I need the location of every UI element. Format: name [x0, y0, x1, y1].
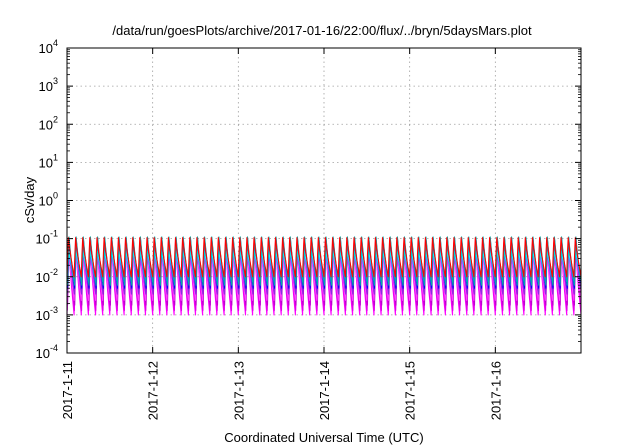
- y-tick-exponent: 1: [53, 152, 58, 162]
- y-tick-exponent: 4: [53, 38, 58, 48]
- y-tick-exponent: 2: [53, 114, 58, 124]
- series-line: [66, 246, 582, 301]
- y-tick-base: 10: [39, 117, 53, 132]
- y-tick-label: 100: [39, 191, 58, 209]
- x-tick-label: 2017-1-16: [488, 361, 503, 420]
- x-tick-label: 2017-1-12: [146, 361, 161, 420]
- y-tick-base: 10: [39, 79, 53, 94]
- y-tick-base: 10: [39, 194, 53, 209]
- series-line: [66, 243, 582, 312]
- series-line: [67, 236, 582, 286]
- y-tick-exponent: 0: [53, 191, 58, 201]
- series-line: [66, 239, 582, 295]
- series-layer: [66, 236, 582, 316]
- y-tick-base: 10: [36, 308, 50, 323]
- y-tick-exponent: -3: [50, 305, 58, 315]
- x-tick-label: 2017-1-14: [317, 361, 332, 420]
- y-tick-label: 10-4: [36, 343, 58, 361]
- y-tick-base: 10: [36, 270, 50, 285]
- y-tick-label: 104: [39, 38, 58, 56]
- y-tick-exponent: -1: [50, 229, 58, 239]
- y-tick-label: 103: [39, 76, 58, 94]
- y-tick-exponent: -4: [50, 343, 58, 353]
- y-tick-label: 10-3: [36, 305, 58, 323]
- y-tick-base: 10: [36, 232, 50, 247]
- y-tick-exponent: -2: [50, 267, 58, 277]
- x-axis-label: Coordinated Universal Time (UTC): [224, 430, 423, 445]
- x-tick-label: 2017-1-13: [231, 361, 246, 420]
- y-tick-label: 102: [39, 114, 58, 132]
- x-tick-label: 2017-1-15: [403, 361, 418, 420]
- axes: 10-410-310-210-11001011021031042017-1-11…: [36, 38, 581, 420]
- series-line: [66, 241, 582, 316]
- y-tick-base: 10: [36, 346, 50, 361]
- y-tick-label: 10-1: [36, 229, 58, 247]
- y-tick-label: 101: [39, 152, 58, 170]
- y-tick-exponent: 3: [53, 76, 58, 86]
- x-tick-label: 2017-1-11: [60, 361, 75, 419]
- series-line: [66, 237, 582, 278]
- y-tick-base: 10: [39, 41, 53, 56]
- y-tick-base: 10: [39, 155, 53, 170]
- y-tick-label: 10-2: [36, 267, 58, 285]
- y-axis-label: cSv/day: [22, 176, 37, 223]
- chart-title: /data/run/goesPlots/archive/2017-01-16/2…: [112, 23, 532, 38]
